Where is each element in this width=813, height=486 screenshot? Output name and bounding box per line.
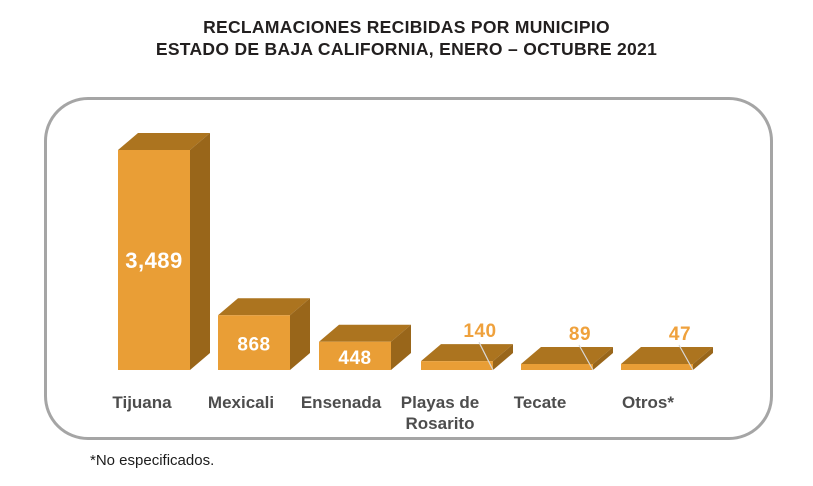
bar-side-face	[190, 133, 210, 370]
bar-ensenada: 448 Ensenada	[301, 324, 411, 412]
bar-top-face	[319, 324, 411, 342]
category-label: Tijuana	[112, 393, 172, 412]
chart-title-line2: ESTADO DE BAJA CALIFORNIA, ENERO – OCTUB…	[155, 39, 658, 59]
category-label: Mexicali	[208, 393, 274, 412]
value-leader-line	[678, 344, 694, 371]
bar-side-face	[290, 298, 310, 370]
bar-tecate: 89 Tecate	[514, 324, 613, 412]
bar-front-face	[218, 315, 290, 370]
bar-top-face	[521, 347, 613, 364]
bar-front-face	[521, 364, 593, 370]
bar-front-face	[421, 361, 493, 370]
chart-panel: 3,489 Tijuana 868 Mexicali 448 Ensenada 140 Pla…	[44, 97, 773, 440]
bar-side-face	[593, 347, 613, 370]
bar-top-face	[621, 347, 713, 364]
chart-title-line1: RECLAMACIONES RECIBIDAS POR MUNICIPIO	[203, 17, 610, 37]
bar-value-label: 448	[338, 348, 371, 369]
bar-tijuana: 3,489 Tijuana	[112, 133, 210, 412]
bar-side-face	[391, 324, 411, 370]
bar-front-face	[118, 150, 190, 370]
bar-otros: 47 Otros*	[621, 324, 713, 412]
category-label: Playas de Rosarito	[401, 393, 479, 433]
category-label: Tecate	[514, 393, 567, 412]
bar-chart: 3,489 Tijuana 868 Mexicali 448 Ensenada 140 Pla…	[112, 133, 713, 433]
bar-front-face	[319, 341, 391, 370]
bar-top-face	[118, 133, 210, 150]
footnote: *No especificados.	[90, 452, 215, 469]
category-label: Otros*	[622, 393, 674, 412]
bar-front-face	[621, 364, 693, 370]
chart-title: RECLAMACIONES RECIBIDAS POR MUNICIPIO ES…	[0, 16, 813, 60]
bar-value-label: 3,489	[125, 248, 183, 273]
bar-side-face	[693, 347, 713, 370]
bar-value-label: 868	[237, 335, 270, 356]
bar-side-face	[493, 344, 513, 370]
bar-value-label: 47	[669, 324, 691, 345]
value-leader-line	[478, 341, 494, 371]
bar-value-label: 140	[463, 321, 496, 342]
bar-top-face	[421, 344, 513, 362]
category-label: Ensenada	[301, 393, 382, 412]
bar-mexicali: 868 Mexicali	[208, 298, 310, 412]
bar-value-label: 89	[569, 324, 591, 345]
bar-top-face	[218, 298, 310, 316]
value-leader-line	[578, 344, 594, 371]
bar-playas-de-rosarito: 140 Playas de Rosarito	[401, 321, 513, 433]
